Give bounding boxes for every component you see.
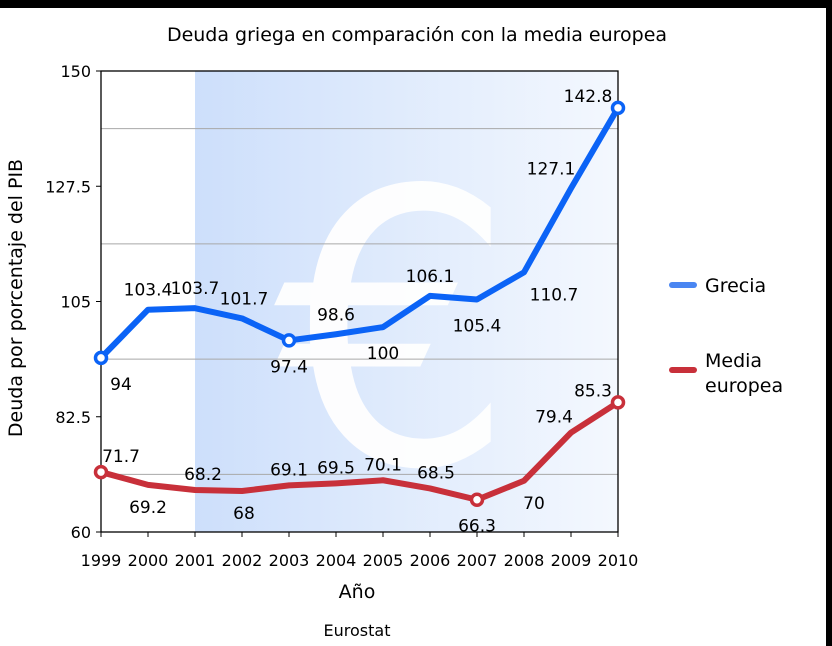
x-tick-label: 2001 [175,551,216,570]
data-label: 103.4 [124,281,173,301]
series-line-media-europea [98,399,621,503]
series-line-grecia [98,104,621,361]
y-tick-label: 82.5 [55,408,91,427]
data-markers [93,100,626,507]
euro-symbol: € [274,110,516,553]
y-tick-label: 127.5 [45,177,91,196]
data-label: 100 [367,344,399,364]
data-label: 142.8 [564,87,613,107]
legend: Grecia Media europea [669,275,783,397]
x-tick-label: 2000 [128,551,169,570]
axis-ticks: 60 82.5 105 127.5 150 1999 2000 2001 2002 2003 200… [45,62,638,570]
data-label: 106.1 [406,267,455,287]
x-tick-label: 1999 [81,551,122,570]
data-point-marker [93,350,109,366]
data-label: 68.5 [417,463,455,483]
y-axis-title: Deuda por porcentaje del PIB [5,159,27,437]
data-label: 70 [523,494,545,514]
data-label: 79.4 [535,408,573,428]
legend-label-grecia: Grecia [705,275,766,297]
data-point-marker [469,492,485,507]
data-label: 66.3 [458,517,496,537]
data-label: 68.2 [184,465,222,485]
data-label: 85.3 [574,381,612,401]
chart-frame: Deuda griega en comparación con la media… [0,8,826,646]
data-point-marker [93,464,109,480]
data-label: 105.4 [453,316,502,336]
x-tick-label: 2002 [222,551,263,570]
x-tick-label: 2004 [316,551,357,570]
data-label: 69.1 [270,460,308,480]
plot-background [101,71,618,532]
data-label: 98.6 [317,305,355,325]
data-point-marker [610,395,626,410]
data-label: 70.1 [364,455,402,475]
data-label: 110.7 [530,285,579,305]
data-label: 69.2 [129,498,167,518]
x-tick-label: 2009 [551,551,592,570]
data-label: 69.5 [317,458,355,478]
data-label: 103.7 [171,279,220,299]
data-label: 127.1 [527,159,576,179]
data-label: 68 [233,504,255,524]
data-label: 94 [110,375,132,395]
data-label: 71.7 [102,447,140,467]
data-label: 101.7 [220,289,269,309]
x-tick-label: 2005 [363,551,404,570]
y-tick-label: 60 [71,523,91,542]
x-tick-label: 2008 [504,551,545,570]
series-lines [98,104,621,503]
data-label: 97.4 [270,357,308,377]
data-point-marker [281,333,297,348]
x-tick-label: 2006 [410,551,451,570]
chart-svg: Deuda griega en comparación con la media… [5,24,783,640]
euro-watermark-icon: € [274,110,516,553]
x-axis-title: Año [339,581,376,603]
data-point-marker [610,100,626,116]
x-tick-label: 2003 [269,551,310,570]
x-tick-label: 2010 [598,551,639,570]
x-tick-label: 2007 [457,551,498,570]
y-tick-label: 105 [60,293,91,312]
legend-label-media-europea: Media europea [705,350,783,397]
chart-title: Deuda griega en comparación con la media… [167,24,667,46]
source-note: Eurostat [324,621,391,640]
y-tick-label: 150 [60,62,91,81]
